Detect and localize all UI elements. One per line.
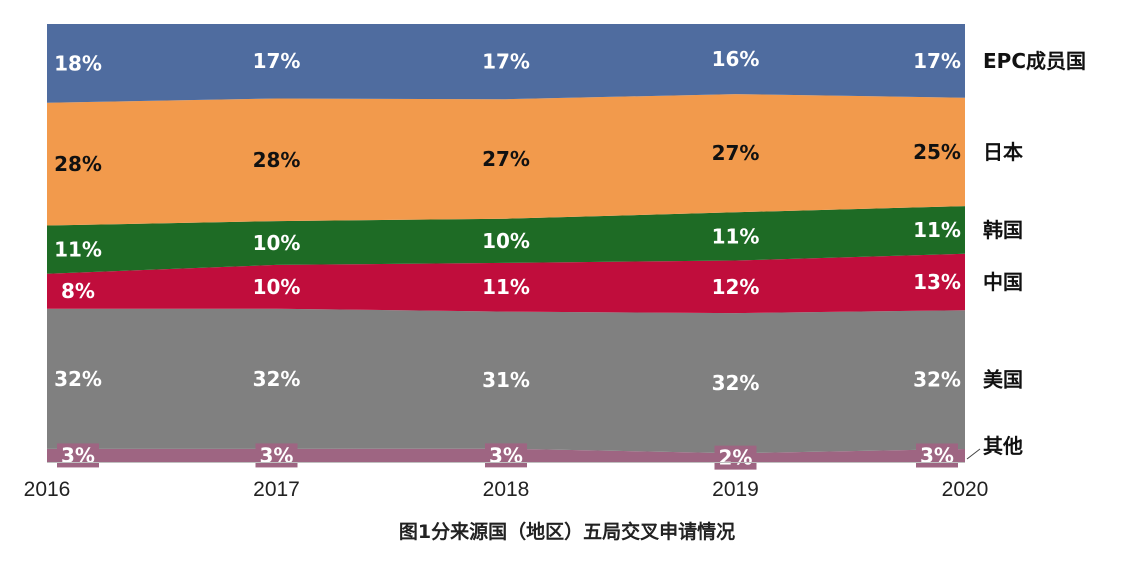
series-label: 日本 — [983, 140, 1023, 164]
value-labels: 3% 3% 3% 2% 3% 32% 32% 31% 32% 32% 8% 10% 11% 12% 13% 1… — [54, 47, 961, 470]
stacked-area-chart: 3% 3% 3% 2% 3% 32% 32% 31% 32% 32% 8% 10% 11% 12% 13% 1… — [24, 24, 1086, 501]
value-label: 17% — [482, 50, 530, 74]
value-label: 27% — [712, 141, 760, 165]
x-tick-label: 2019 — [712, 478, 759, 501]
value-label: 27% — [482, 147, 530, 171]
series-label: 韩国 — [983, 218, 1023, 242]
x-tick-label: 2018 — [483, 478, 530, 501]
x-axis: 2016 2017 2018 2019 2020 — [24, 462, 989, 501]
value-label: 31% — [482, 368, 530, 392]
area-band-5 — [47, 24, 965, 103]
value-label: 3% — [920, 443, 954, 467]
leader-line — [966, 448, 981, 460]
value-label: 32% — [913, 368, 961, 392]
value-label: 12% — [712, 275, 760, 299]
value-label: 32% — [253, 367, 301, 391]
value-label-bg — [485, 443, 527, 468]
value-label: 18% — [54, 51, 102, 75]
value-label: 11% — [913, 218, 961, 242]
value-label-bg — [255, 443, 298, 468]
value-label: 11% — [54, 238, 102, 262]
value-label: 3% — [61, 443, 95, 467]
value-label: 11% — [712, 224, 760, 248]
value-label: 3% — [260, 443, 294, 467]
value-label: 17% — [253, 49, 301, 73]
value-label: 8% — [61, 279, 95, 303]
series-label: EPC成员国 — [983, 49, 1086, 73]
area-band-3 — [47, 206, 965, 274]
series-label: 美国 — [983, 368, 1023, 392]
x-tick-label: 2020 — [942, 478, 989, 501]
area-band-2 — [47, 253, 965, 314]
value-label-bg — [57, 443, 99, 468]
value-label: 16% — [712, 47, 760, 71]
value-label: 10% — [482, 229, 530, 253]
area-band-1 — [47, 308, 965, 454]
value-label: 10% — [253, 275, 301, 299]
value-label: 17% — [913, 49, 961, 73]
value-label: 32% — [54, 367, 102, 391]
value-label: 28% — [54, 152, 102, 176]
value-label-bg — [916, 443, 958, 468]
value-label-bg — [714, 445, 757, 470]
x-tick-label: 2017 — [253, 478, 300, 501]
value-label: 11% — [482, 275, 530, 299]
value-label: 2% — [719, 446, 753, 470]
series-label: 其他 — [983, 434, 1023, 458]
value-label: 10% — [253, 231, 301, 255]
value-label: 32% — [712, 371, 760, 395]
series-labels: 其他 美国 中国 韩国 日本 EPC成员国 — [966, 49, 1086, 460]
value-label: 13% — [913, 270, 961, 294]
area-band-4 — [47, 94, 965, 226]
area-bands — [47, 24, 965, 462]
series-label: 中国 — [983, 270, 1023, 294]
x-tick-label: 2016 — [24, 478, 71, 501]
value-label: 3% — [489, 443, 523, 467]
value-label: 28% — [253, 148, 301, 172]
value-label: 25% — [913, 140, 961, 164]
chart-caption: 图1分来源国（地区）五局交叉申请情况 — [398, 521, 736, 543]
